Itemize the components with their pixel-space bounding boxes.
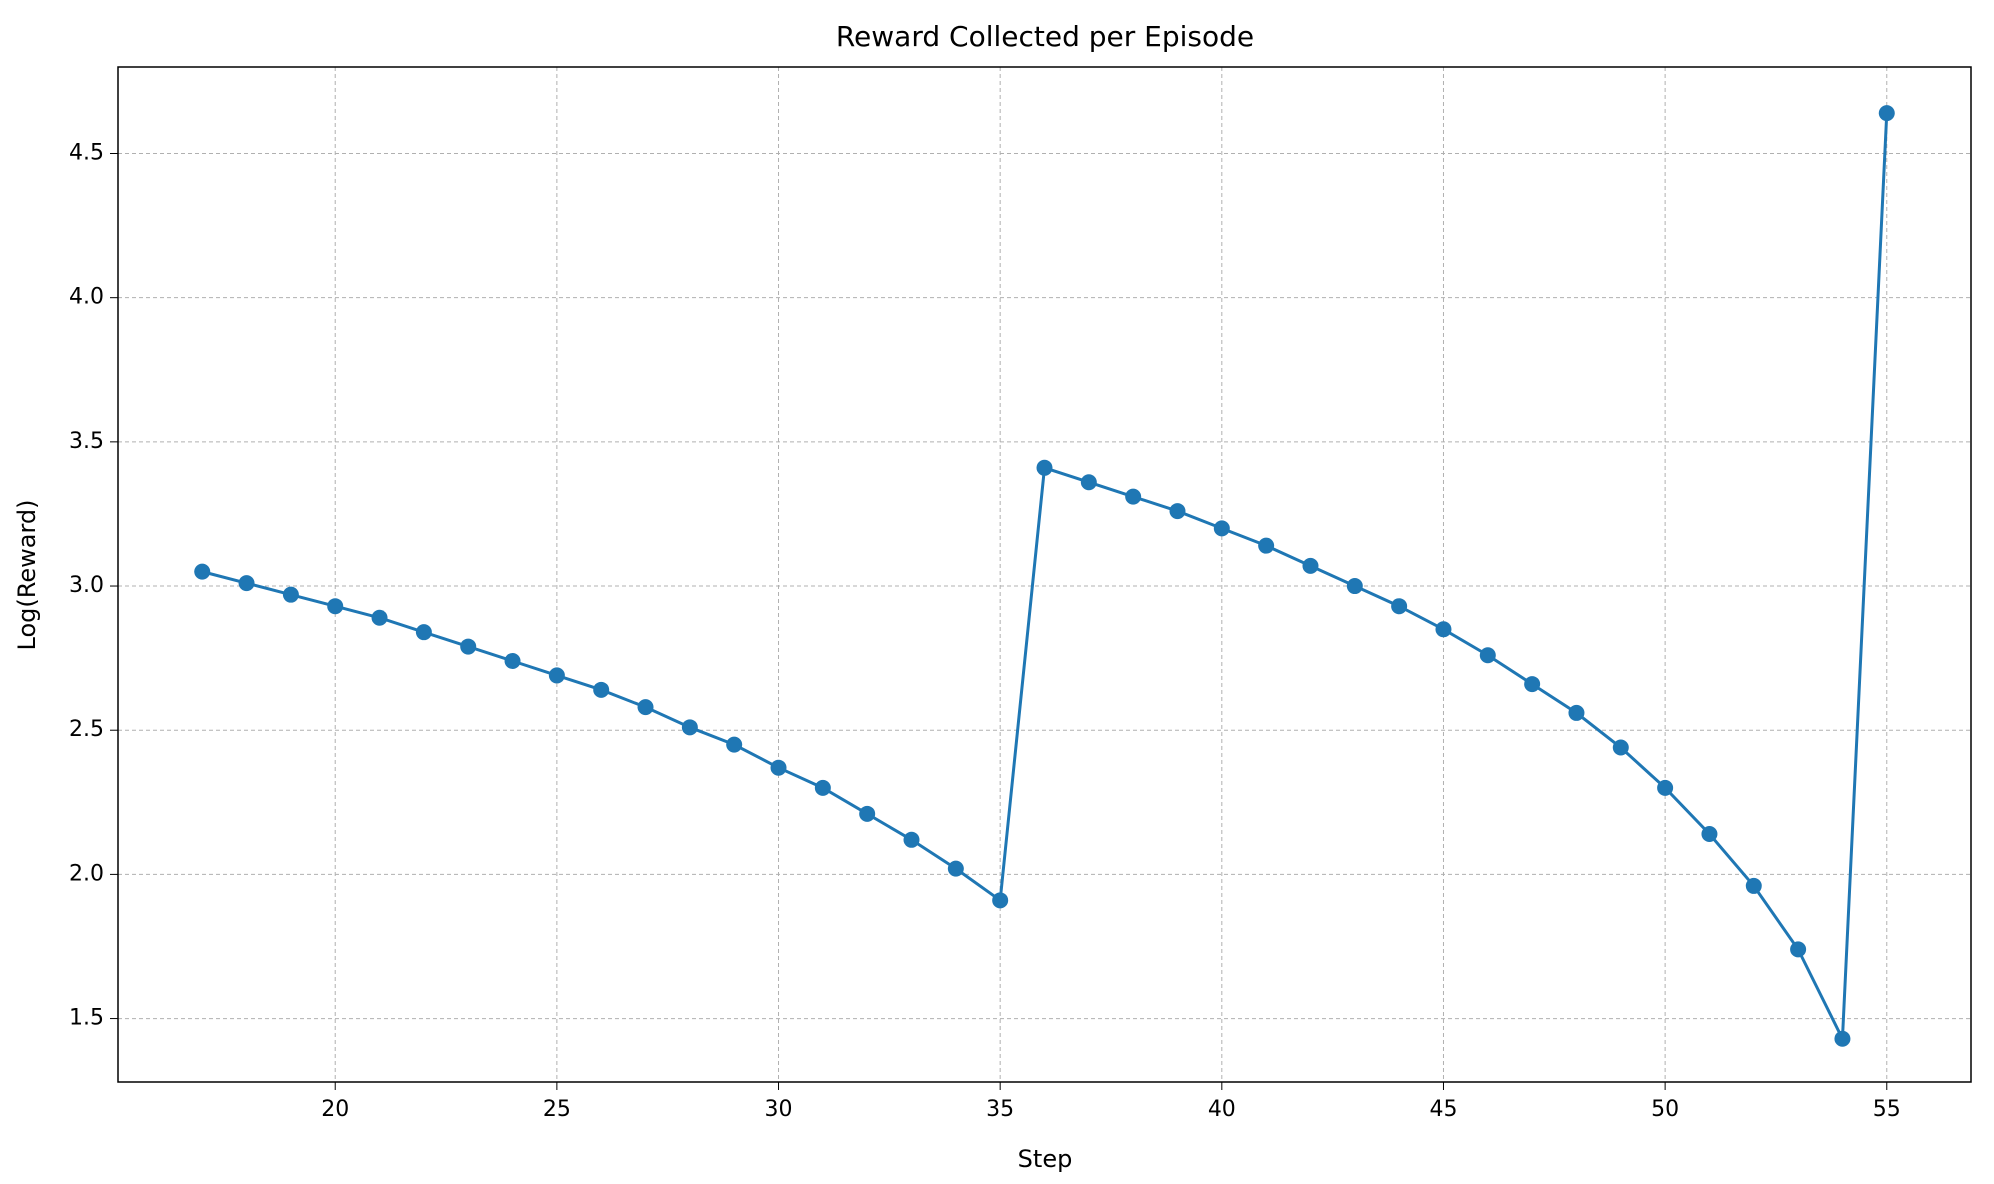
point xyxy=(1745,877,1762,894)
y-tick-label: 2.5 xyxy=(69,717,104,742)
point xyxy=(1036,459,1053,476)
point xyxy=(1568,704,1585,721)
point xyxy=(1391,598,1408,615)
point xyxy=(770,759,787,776)
line xyxy=(201,113,1889,1045)
point xyxy=(1080,474,1097,491)
point xyxy=(1878,105,1895,122)
point xyxy=(238,575,255,592)
point xyxy=(1524,676,1541,693)
point xyxy=(1258,537,1275,554)
x-tick-label: 20 xyxy=(321,1097,349,1122)
point xyxy=(1834,1030,1851,1047)
point xyxy=(726,736,743,753)
point xyxy=(992,892,1009,909)
point xyxy=(637,699,654,716)
point xyxy=(1346,578,1363,595)
point xyxy=(1302,557,1319,574)
x-tick-label: 25 xyxy=(543,1097,571,1122)
point xyxy=(1169,503,1186,520)
y-tick-label: 4.5 xyxy=(69,141,104,166)
point xyxy=(548,667,565,684)
x-tick-label: 35 xyxy=(986,1097,1014,1122)
point xyxy=(504,653,521,670)
x-tick-label: 30 xyxy=(765,1097,793,1122)
point xyxy=(1790,941,1807,958)
y-tick-label: 4.0 xyxy=(69,285,104,310)
point xyxy=(1435,621,1452,638)
point xyxy=(194,563,211,580)
point xyxy=(1701,826,1718,843)
point xyxy=(327,598,344,615)
x-tick-label: 55 xyxy=(1873,1097,1901,1122)
plot-frame xyxy=(117,66,1972,1083)
point xyxy=(1612,739,1629,756)
x-tick-label: 45 xyxy=(1429,1097,1457,1122)
y-tick-label: 3.5 xyxy=(69,429,104,454)
point xyxy=(415,624,432,641)
point xyxy=(1213,520,1230,537)
y-tick-label: 1.5 xyxy=(69,1006,104,1031)
point xyxy=(1125,488,1142,505)
point xyxy=(1479,647,1496,664)
point xyxy=(371,609,388,626)
y-tick-label: 2.0 xyxy=(69,861,104,886)
y-axis-label: Log(Reward) xyxy=(13,500,41,651)
point xyxy=(1657,779,1674,796)
chart-title: Reward Collected per Episode xyxy=(836,20,1254,53)
x-axis-label: Step xyxy=(1018,1145,1073,1173)
point xyxy=(681,719,698,736)
point xyxy=(903,831,920,848)
point xyxy=(282,586,299,603)
point xyxy=(460,638,477,655)
point xyxy=(593,681,610,698)
y-tick-label: 3.0 xyxy=(69,573,104,598)
x-tick-label: 50 xyxy=(1651,1097,1679,1122)
point xyxy=(814,779,831,796)
point xyxy=(859,805,876,822)
x-tick-label: 40 xyxy=(1208,1097,1236,1122)
point xyxy=(947,860,964,877)
